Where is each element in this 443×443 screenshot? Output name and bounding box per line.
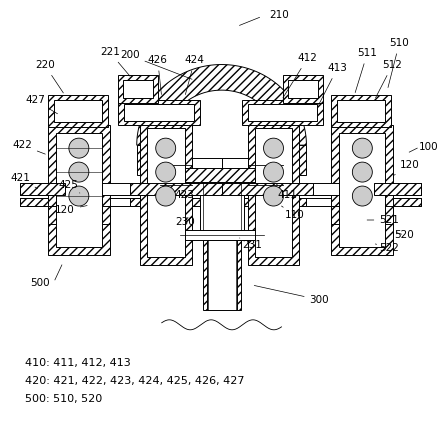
Circle shape	[156, 162, 176, 182]
Bar	[374, 183, 421, 195]
Bar	[124, 104, 194, 121]
Text: 423: 423	[175, 185, 194, 200]
Bar	[339, 133, 385, 247]
Bar	[147, 128, 185, 257]
Bar	[280, 145, 307, 175]
Text: 413: 413	[319, 63, 347, 105]
Bar	[331, 125, 393, 255]
Bar	[222, 198, 421, 206]
Text: 424: 424	[185, 55, 205, 94]
Text: 425: 425	[58, 180, 80, 193]
Circle shape	[264, 186, 284, 206]
Polygon shape	[137, 65, 307, 145]
Bar	[350, 198, 421, 206]
Text: 522: 522	[375, 243, 399, 253]
Bar	[288, 80, 319, 98]
Circle shape	[69, 162, 89, 182]
Text: 520: 520	[394, 230, 414, 240]
Circle shape	[69, 186, 89, 206]
Bar	[205, 240, 239, 310]
Text: 510: 510	[388, 39, 409, 88]
Bar	[284, 75, 323, 103]
Text: 512: 512	[376, 60, 402, 98]
Bar	[137, 145, 164, 175]
Text: 422: 422	[12, 140, 45, 154]
Text: 420: 421, 422, 423, 424, 425, 426, 427: 420: 421, 422, 423, 424, 425, 426, 427	[25, 376, 245, 386]
Text: 410: 411, 412, 413: 410: 411, 412, 413	[25, 358, 131, 368]
Bar	[123, 80, 153, 98]
Bar	[20, 183, 65, 195]
Text: 221: 221	[100, 47, 130, 76]
Circle shape	[264, 138, 284, 158]
Bar	[180, 230, 264, 240]
Text: 412: 412	[283, 53, 317, 98]
Text: 210: 210	[269, 10, 289, 20]
Bar	[241, 100, 323, 125]
Bar	[255, 128, 292, 257]
Circle shape	[264, 162, 284, 182]
Bar	[248, 104, 318, 121]
Bar	[48, 206, 110, 224]
Text: 231: 231	[240, 238, 262, 250]
Text: 411: 411	[276, 184, 297, 200]
Bar	[200, 182, 244, 230]
Text: 521: 521	[367, 215, 399, 225]
Text: 110: 110	[281, 206, 304, 220]
Bar	[56, 133, 102, 247]
Bar	[118, 100, 200, 125]
Circle shape	[352, 186, 372, 206]
Text: 200: 200	[120, 51, 192, 79]
Text: 427: 427	[25, 95, 58, 114]
Text: 421: 421	[10, 173, 38, 189]
Bar	[48, 95, 108, 127]
Bar	[192, 158, 222, 180]
Bar	[331, 206, 393, 224]
Bar	[222, 158, 248, 180]
Bar	[54, 100, 102, 122]
Bar	[237, 240, 241, 310]
Bar	[338, 100, 385, 122]
Bar	[20, 198, 220, 206]
Circle shape	[352, 138, 372, 158]
Bar	[130, 198, 220, 206]
Text: 100: 100	[419, 142, 439, 152]
Text: 120: 120	[55, 205, 87, 215]
Bar	[118, 75, 158, 103]
Text: 300: 300	[254, 285, 329, 305]
Bar	[222, 198, 307, 206]
Text: 230: 230	[175, 217, 194, 227]
Text: 220: 220	[35, 60, 63, 93]
Bar	[160, 168, 284, 182]
Bar	[140, 120, 192, 265]
Circle shape	[69, 138, 89, 158]
Circle shape	[156, 138, 176, 158]
Text: 500: 500	[30, 278, 50, 288]
Bar	[331, 95, 391, 127]
Bar	[222, 183, 314, 195]
Text: 500: 510, 520: 500: 510, 520	[25, 394, 102, 404]
Bar	[202, 240, 206, 310]
Text: 511: 511	[355, 48, 377, 93]
Circle shape	[352, 162, 372, 182]
Bar	[222, 183, 421, 195]
Bar	[130, 183, 222, 195]
Bar	[248, 120, 299, 265]
Bar	[48, 125, 110, 255]
Text: 426: 426	[148, 55, 167, 94]
Circle shape	[156, 186, 176, 206]
Bar	[20, 183, 220, 195]
Text: 120: 120	[394, 160, 419, 175]
Bar	[20, 198, 90, 206]
